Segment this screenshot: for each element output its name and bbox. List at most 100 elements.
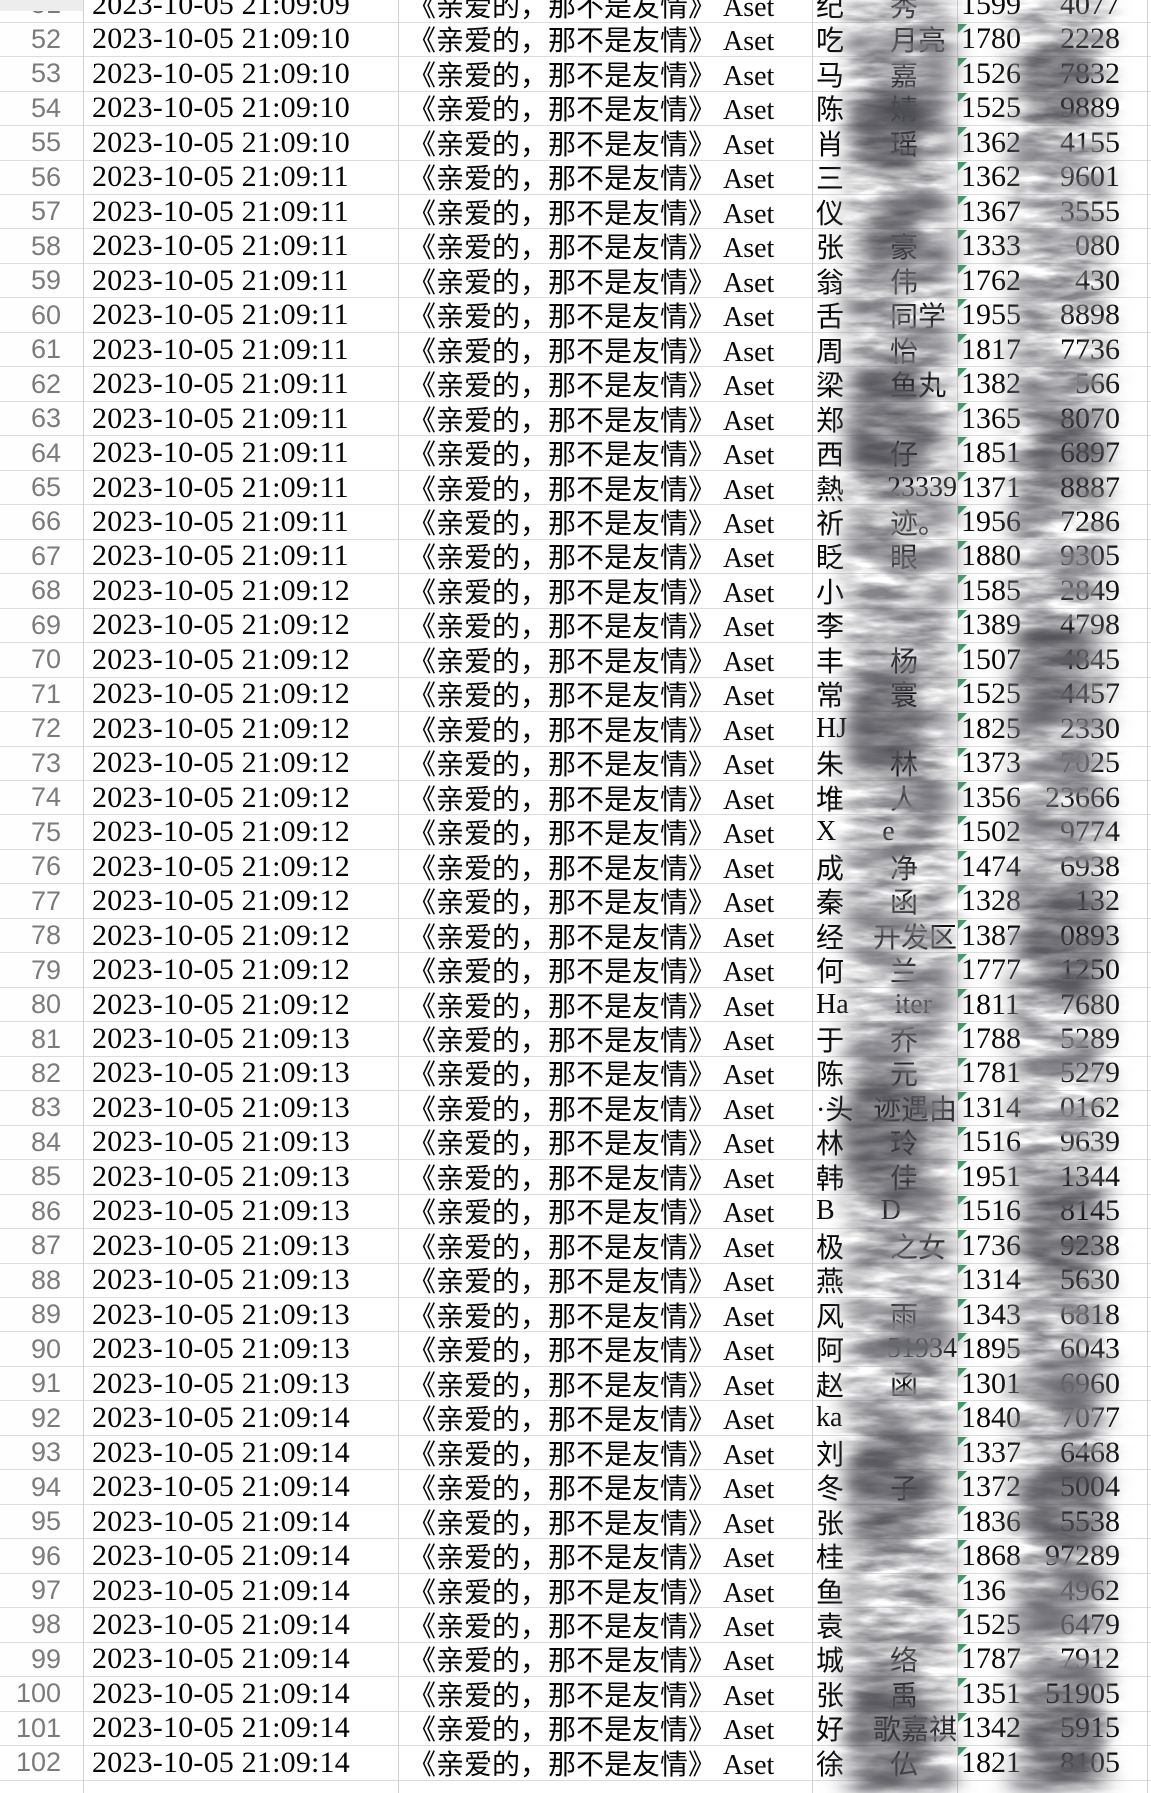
cell-phone[interactable]: 1502 9774 [957, 815, 1147, 848]
cell-timestamp[interactable]: 2023-10-05 21:09:14 [92, 1677, 350, 1710]
cell-song-title[interactable]: 《亲爱的，那不是友情》 Aset [408, 0, 775, 22]
cell-phone[interactable]: 1525 6479 [957, 1608, 1147, 1641]
cell-name[interactable]: 翁伟 [812, 264, 957, 298]
cell-phone[interactable]: 1343 6818 [957, 1298, 1147, 1331]
cell-timestamp[interactable]: 2023-10-05 21:09:14 [92, 1435, 350, 1469]
cell-song-title[interactable]: 《亲爱的，那不是友情》 Aset [408, 1129, 775, 1160]
row-header[interactable]: 100 [0, 1677, 83, 1711]
cell-name[interactable]: 鱼 [812, 1574, 957, 1608]
row-header[interactable]: 74 [0, 780, 83, 815]
cell-song-title[interactable]: 《亲爱的，那不是友情》 Aset [408, 1198, 775, 1229]
cell-timestamp[interactable]: 2023-10-05 21:09:11 [92, 436, 349, 470]
cell-name[interactable]: 极 之女 [812, 1229, 957, 1263]
cell-phone[interactable]: 136 4962 [957, 1574, 1147, 1607]
cell-timestamp[interactable]: 2023-10-05 21:09:12 [92, 712, 350, 745]
row-header[interactable]: 61 [0, 332, 83, 367]
cell-phone[interactable]: 1811 7680 [957, 988, 1147, 1021]
row-header[interactable]: 96 [0, 1539, 83, 1573]
row-header[interactable]: 88 [0, 1263, 83, 1298]
cell-name[interactable]: 马嘉 [812, 57, 957, 91]
row-header[interactable]: 60 [0, 298, 83, 332]
cell-name[interactable]: 冬子 [812, 1470, 957, 1504]
cell-phone[interactable]: 1356 23666 [957, 781, 1147, 814]
cell-song-title[interactable]: 《亲爱的，那不是友情》 Aset [408, 1611, 775, 1642]
cell-phone[interactable]: 1781 5279 [957, 1057, 1147, 1090]
row-header[interactable]: 101 [0, 1711, 83, 1746]
cell-song-title[interactable]: 《亲爱的，那不是友情》 Aset [408, 784, 775, 815]
cell-song-title[interactable]: 《亲爱的，那不是友情》 Aset [408, 267, 775, 298]
cell-timestamp[interactable]: 2023-10-05 21:09:10 [92, 57, 350, 90]
cell-timestamp[interactable]: 2023-10-05 21:09:12 [92, 849, 350, 883]
row-header[interactable]: 64 [0, 436, 83, 470]
cell-song-title[interactable]: 《亲爱的，那不是友情》 Aset [408, 1749, 775, 1780]
cell-name[interactable]: 于乔 [812, 1022, 957, 1056]
cell-timestamp[interactable]: 2023-10-05 21:09:14 [92, 1401, 350, 1435]
cell-phone[interactable]: 1762 430 [957, 264, 1147, 297]
cell-name[interactable]: 张 [812, 1505, 957, 1539]
row-header[interactable]: 82 [0, 1056, 83, 1091]
cell-phone[interactable]: 1367 3555 [957, 195, 1147, 228]
row-header[interactable]: 72 [0, 712, 83, 746]
cell-song-title[interactable]: 《亲爱的，那不是友情》 Aset [408, 302, 775, 332]
cell-name[interactable]: 陈元 [812, 1057, 957, 1090]
row-header[interactable]: 90 [0, 1332, 83, 1366]
cell-timestamp[interactable]: 2023-10-05 21:09:10 [92, 91, 350, 125]
cell-name[interactable]: 风雨 [812, 1298, 957, 1332]
cell-timestamp[interactable]: 2023-10-05 21:09:12 [92, 780, 350, 814]
cell-song-title[interactable]: 《亲爱的，那不是友情》 Aset [408, 1301, 775, 1332]
cell-timestamp[interactable]: 2023-10-05 21:09:10 [92, 22, 350, 56]
cell-phone[interactable]: 1314 5630 [957, 1264, 1147, 1297]
cell-name[interactable]: HJ [812, 712, 957, 745]
cell-timestamp[interactable]: 2023-10-05 21:09:11 [92, 470, 349, 504]
cell-timestamp[interactable]: 2023-10-05 21:09:13 [92, 1056, 350, 1090]
cell-song-title[interactable]: 《亲爱的，那不是友情》 Aset [408, 371, 775, 401]
cell-timestamp[interactable]: 2023-10-05 21:09:12 [92, 987, 350, 1021]
cell-phone[interactable]: 1389 4798 [957, 609, 1147, 642]
cell-name[interactable]: 燕 [812, 1264, 957, 1297]
row-header[interactable]: 62 [0, 367, 83, 401]
cell-timestamp[interactable]: 2023-10-05 21:09:14 [92, 1539, 350, 1573]
row-header[interactable]: 81 [0, 1022, 83, 1056]
cell-name[interactable]: 陈婧 [812, 92, 957, 125]
cell-name[interactable]: 经开发区 [812, 919, 957, 953]
cell-song-title[interactable]: 《亲爱的，那不是友情》 Aset [408, 1474, 775, 1504]
cell-phone[interactable]: 1516 8145 [957, 1195, 1147, 1228]
cell-song-title[interactable]: 《亲爱的，那不是友情》 Aset [408, 646, 775, 677]
cell-timestamp[interactable]: 2023-10-05 21:09:11 [92, 401, 349, 435]
row-header[interactable]: 78 [0, 918, 83, 953]
cell-phone[interactable]: 1525 9889 [957, 92, 1147, 125]
row-header[interactable]: 85 [0, 1160, 83, 1194]
cell-timestamp[interactable]: 2023-10-05 21:09:14 [92, 1470, 350, 1504]
cell-phone[interactable]: 1895 6043 [957, 1332, 1147, 1365]
cell-phone[interactable]: 1387 0893 [957, 919, 1147, 952]
cell-phone[interactable]: 1371 8887 [957, 471, 1147, 504]
cell-song-title[interactable]: 《亲爱的，那不是友情》 Aset [408, 1577, 775, 1608]
cell-phone[interactable]: 1787 7912 [957, 1643, 1147, 1676]
cell-song-title[interactable]: 《亲爱的，那不是友情》 Aset [408, 1060, 775, 1091]
cell-name[interactable]: 三 [812, 161, 957, 194]
cell-timestamp[interactable]: 2023-10-05 21:09:14 [92, 1746, 350, 1779]
cell-song-title[interactable]: 《亲爱的，那不是友情》 Aset [408, 1680, 775, 1711]
cell-name[interactable]: Ha iter [812, 988, 957, 1021]
cell-timestamp[interactable]: 2023-10-05 21:09:13 [92, 1091, 350, 1124]
row-header[interactable]: 77 [0, 884, 83, 918]
cell-phone[interactable]: 1956 7286 [957, 505, 1147, 538]
cell-song-title[interactable]: 《亲爱的，那不是友情》 Aset [408, 474, 775, 505]
cell-timestamp[interactable]: 2023-10-05 21:09:12 [92, 918, 350, 952]
row-header[interactable]: 56 [0, 160, 83, 195]
cell-song-title[interactable]: 《亲爱的，那不是友情》 Aset [408, 1267, 775, 1298]
cell-timestamp[interactable]: 2023-10-05 21:09:11 [92, 505, 349, 538]
row-header[interactable]: 92 [0, 1401, 83, 1435]
row-header[interactable]: 98 [0, 1608, 83, 1642]
cell-name[interactable]: 吃 月亮 [812, 23, 957, 56]
cell-song-title[interactable]: 《亲爱的，那不是友情》 Aset [408, 1232, 775, 1263]
cell-song-title[interactable]: 《亲爱的，那不是友情》 Aset [408, 1508, 775, 1539]
cell-song-title[interactable]: 《亲爱的，那不是友情》 Aset [408, 1439, 775, 1470]
row-header[interactable]: 55 [0, 126, 83, 160]
cell-phone[interactable]: 1821 8105 [957, 1746, 1147, 1779]
cell-phone[interactable]: 1526 7832 [957, 57, 1147, 90]
row-header[interactable]: 57 [0, 195, 83, 229]
cell-phone[interactable]: 1817 7736 [957, 333, 1147, 366]
cell-timestamp[interactable]: 2023-10-05 21:09:12 [92, 677, 350, 711]
cell-phone[interactable]: 1585 2849 [957, 574, 1147, 607]
